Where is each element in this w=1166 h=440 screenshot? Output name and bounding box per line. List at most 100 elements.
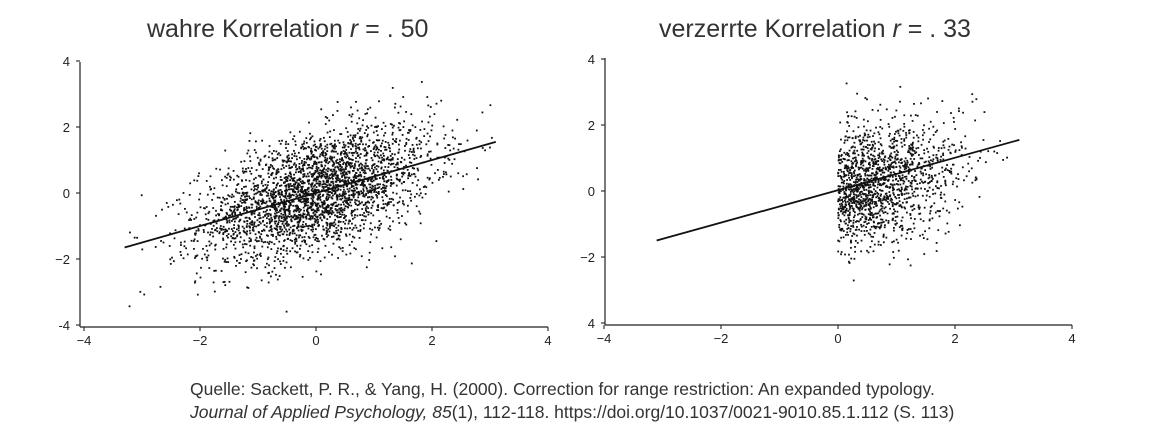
scatter-point [238, 204, 240, 207]
scatter-point [890, 201, 893, 204]
scatter-point [490, 136, 493, 139]
scatter-point [234, 217, 237, 220]
scatter-point [855, 204, 858, 207]
scatter-point [303, 160, 306, 163]
scatter-point [392, 220, 394, 223]
scatter-point [914, 114, 917, 116]
scatter-point [285, 216, 288, 218]
scatter-point [894, 223, 897, 226]
scatter-point [881, 202, 883, 205]
scatter-point [272, 181, 275, 184]
scatter-point [838, 208, 840, 211]
scatter-point [912, 222, 915, 225]
scatter-point [883, 182, 886, 185]
scatter-point [295, 188, 298, 191]
scatter-point [287, 208, 290, 210]
scatter-point [456, 118, 459, 121]
scatter-point [300, 187, 303, 189]
scatter-point [240, 195, 243, 197]
scatter-point [850, 239, 852, 242]
scatter-point [381, 142, 383, 145]
scatter-point [212, 193, 215, 195]
scatter-point [900, 138, 903, 140]
scatter-point [344, 151, 346, 153]
scatter-point [265, 262, 268, 265]
scatter-point [876, 195, 879, 198]
scatter-point [322, 154, 325, 157]
scatter-point [928, 186, 931, 189]
scatter-point [302, 168, 305, 171]
scatter-point [876, 186, 879, 189]
scatter-point [331, 165, 334, 167]
scatter-point [299, 198, 302, 201]
scatter-point [916, 165, 919, 168]
scatter-point [418, 194, 421, 197]
scatter-point [864, 97, 867, 99]
scatter-point [845, 193, 847, 196]
scatter-point [268, 242, 270, 245]
scatter-point [898, 196, 901, 199]
scatter-point [347, 170, 350, 173]
scatter-point [882, 167, 885, 170]
scatter-point [877, 222, 880, 225]
scatter-point [213, 290, 216, 293]
scatter-point [447, 157, 450, 160]
scatter-point [354, 182, 357, 185]
scatter-point [246, 198, 249, 201]
scatter-point [338, 168, 340, 171]
scatter-point [858, 212, 861, 215]
scatter-point [323, 201, 326, 204]
scatter-point [281, 222, 284, 225]
scatter-point [845, 188, 847, 191]
scatter-point [229, 208, 231, 211]
scatter-point [353, 236, 356, 239]
scatter-point [242, 230, 245, 232]
scatter-point [368, 183, 371, 186]
scatter-point [854, 211, 856, 214]
scatter-point [878, 169, 881, 172]
scatter-point [268, 197, 271, 200]
scatter-point [850, 257, 853, 260]
scatter-point [857, 166, 860, 169]
scatter-point [397, 151, 400, 154]
scatter-point [220, 201, 223, 203]
scatter-point [871, 172, 873, 175]
scatter-point [277, 189, 280, 192]
scatter-point [872, 162, 875, 165]
scatter-point [907, 258, 909, 261]
scatter-point [947, 148, 950, 151]
scatter-point [837, 214, 840, 217]
source-line-2: Journal of Applied Psychology, 85(1), 11… [190, 401, 954, 424]
scatter-point [922, 138, 924, 141]
scatter-point [869, 183, 872, 186]
scatter-point [339, 231, 342, 234]
scatter-point [911, 192, 914, 195]
scatter-point [213, 269, 216, 272]
scatter-point [866, 98, 868, 101]
scatter-point [243, 231, 246, 233]
scatter-point [886, 197, 888, 200]
scatter-point [840, 154, 843, 156]
scatter-point [444, 134, 447, 136]
scatter-point [339, 152, 342, 155]
scatter-point [363, 180, 366, 183]
scatter-point [256, 191, 259, 194]
scatter-point [305, 141, 308, 144]
scatter-point [326, 229, 328, 232]
scatter-point [285, 217, 288, 220]
scatter-point [346, 131, 349, 133]
scatter-point [914, 180, 917, 182]
scatter-point [411, 124, 414, 127]
scatter-point [846, 231, 849, 234]
scatter-point [306, 210, 309, 213]
scatter-point [277, 217, 280, 219]
scatter-point [837, 198, 840, 201]
scatter-point [361, 183, 364, 186]
scatter-point [888, 145, 891, 148]
scatter-point [311, 204, 314, 206]
scatter-point [375, 191, 378, 194]
scatter-point [880, 221, 882, 224]
scatter-point [851, 207, 854, 210]
scatter-point [193, 238, 196, 241]
